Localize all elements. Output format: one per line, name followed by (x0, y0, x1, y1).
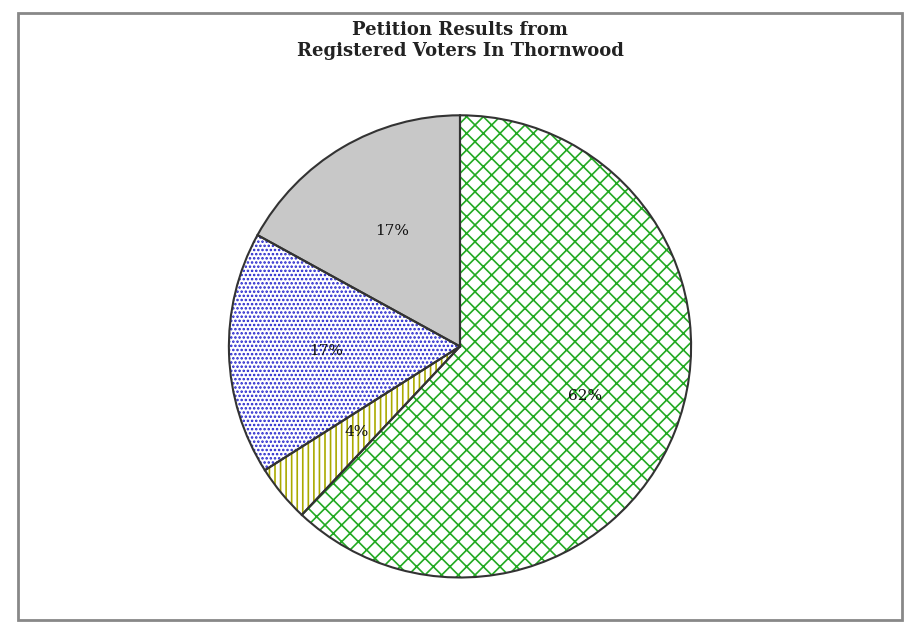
Title: Petition Results from
Registered Voters In Thornwood: Petition Results from Registered Voters … (296, 21, 623, 60)
Text: 17%: 17% (374, 224, 408, 238)
Text: 17%: 17% (309, 344, 343, 358)
Wedge shape (265, 346, 460, 515)
Wedge shape (229, 235, 460, 470)
Wedge shape (301, 115, 690, 577)
Text: 62%: 62% (567, 389, 601, 403)
Text: 4%: 4% (344, 425, 369, 439)
Wedge shape (257, 115, 460, 346)
